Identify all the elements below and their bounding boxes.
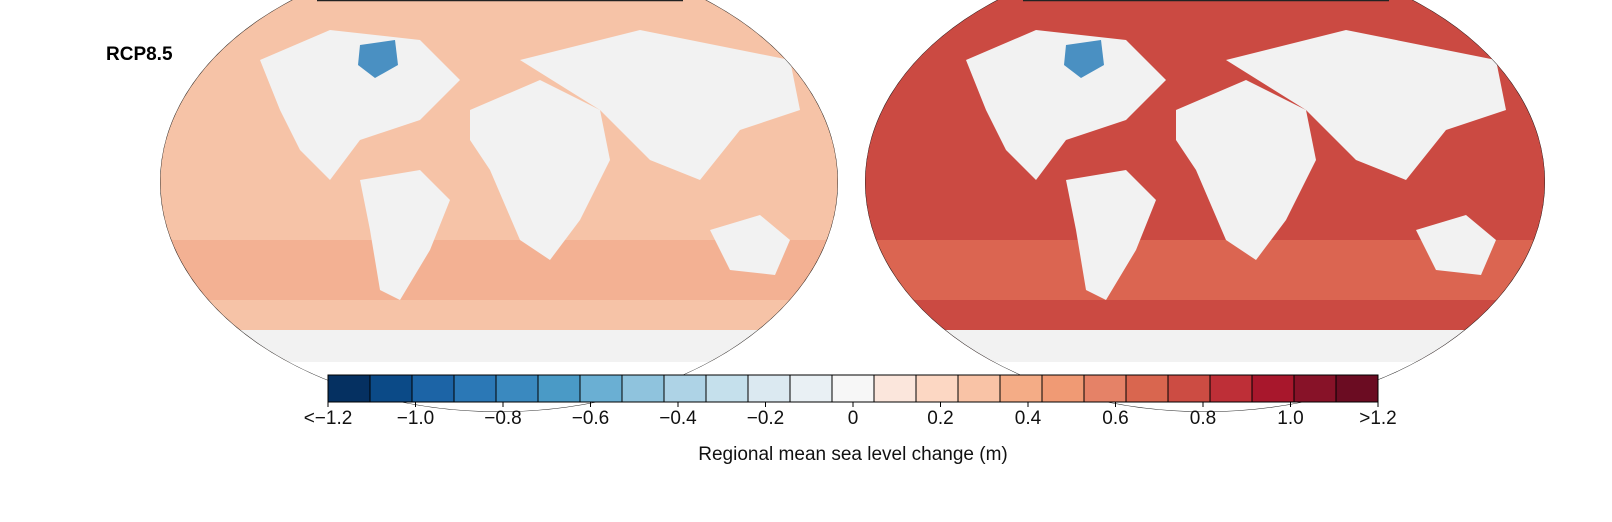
colorbar-swatch (1125, 374, 1169, 403)
colorbar-swatch (369, 374, 413, 403)
colorbar-tick-label: −1.0 (396, 408, 435, 429)
colorbar-swatch (1335, 374, 1379, 403)
land-mass (1416, 215, 1496, 275)
hudson-bay (358, 40, 398, 78)
colorbar-tick-label: −0.6 (571, 408, 610, 429)
colorbar-swatch (999, 374, 1043, 403)
colorbar-tick-label: 0.4 (1014, 408, 1042, 429)
colorbar-tick-label: 0.6 (1102, 408, 1129, 429)
colorbar-swatch (663, 374, 707, 403)
land-mass (1066, 170, 1156, 300)
colorbar-swatch (621, 374, 665, 403)
scenario-label: RCP8.5 (106, 44, 173, 65)
world-map-2 (865, 0, 1545, 412)
colorbar-swatch (957, 374, 1001, 403)
land-mass (1226, 30, 1506, 180)
colorbar-swatch (1167, 374, 1211, 403)
land-mass (520, 30, 800, 180)
colorbar-tick-label: 0 (847, 408, 859, 429)
colorbar-swatch (747, 374, 791, 403)
colorbar-swatch (1293, 374, 1337, 403)
hudson-bay (1064, 40, 1104, 78)
colorbar-swatch (705, 374, 749, 403)
land-mass (1176, 80, 1316, 260)
colorbar-tick-label: >1.2 (1359, 408, 1397, 429)
colorbar-swatch (1041, 374, 1085, 403)
colorbar-swatch (537, 374, 581, 403)
colorbar-swatch (1083, 374, 1127, 403)
colorbar-swatch (831, 374, 875, 403)
colorbar-swatch (327, 374, 371, 403)
land-mass (470, 80, 610, 260)
land-mass (360, 170, 450, 300)
colorbar-tick-label: <−1.2 (303, 408, 353, 429)
colorbar-tick-label: 1.0 (1277, 408, 1304, 429)
colorbar-swatch (1251, 374, 1295, 403)
colorbar-swatch (789, 374, 833, 403)
colorbar-tick-label: −0.4 (659, 408, 697, 429)
colorbar-tick-label: −0.2 (746, 408, 785, 429)
colorbar-tick-label: 0.2 (927, 408, 954, 429)
world-map-1 (160, 0, 838, 412)
land-mass (710, 215, 790, 275)
colorbar-swatch (453, 374, 497, 403)
colorbar-tick-label: −0.8 (484, 408, 522, 429)
colorbar-swatch (495, 374, 539, 403)
land-mass (866, 330, 1545, 362)
colorbar-swatch (1209, 374, 1253, 403)
colorbar-tick-label: 0.8 (1189, 408, 1217, 429)
land-mass (966, 30, 1166, 180)
colorbar-swatch (411, 374, 455, 403)
colorbar-swatch (873, 374, 917, 403)
colorbar-swatch (579, 374, 623, 403)
colorbar-title: Regional mean sea level change (m) (698, 444, 1008, 465)
land-mass (160, 330, 838, 362)
land-mass (260, 30, 460, 180)
colorbar-swatch (915, 374, 959, 403)
